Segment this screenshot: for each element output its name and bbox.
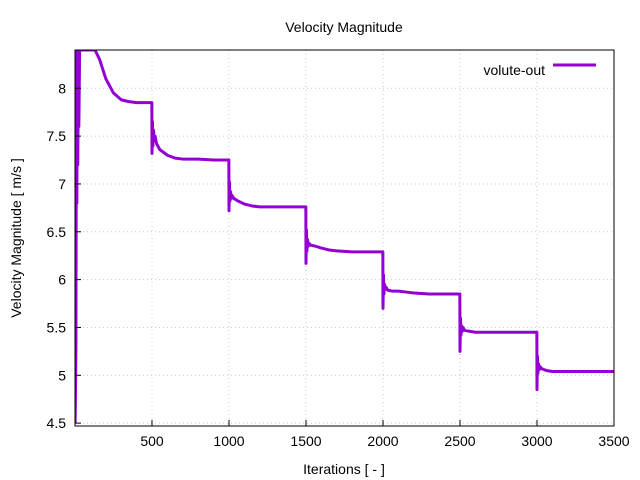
x-tick-label: 3500 (598, 433, 629, 449)
y-tick-label: 5 (58, 367, 66, 383)
x-tick-label: 500 (140, 433, 164, 449)
x-tick-label: 1500 (290, 433, 321, 449)
y-tick-label: 7 (58, 176, 66, 192)
x-tick-label: 3000 (521, 433, 552, 449)
x-tick-label: 2000 (367, 433, 398, 449)
y-tick-label: 6 (58, 272, 66, 288)
series-layer (75, 50, 614, 424)
x-axis-label: Iterations [ - ] (303, 461, 385, 477)
grid (75, 50, 614, 426)
y-tick-label: 8 (58, 80, 66, 96)
y-tick-label: 7.5 (47, 128, 67, 144)
chart-title: Velocity Magnitude (285, 19, 403, 35)
plot-frame (74, 49, 615, 427)
legend-label: volute-out (484, 62, 546, 78)
ticks: 500 1000 1500 2000 2500 3000 3500 4.5 5 5.5 6 6.5 7 7… (47, 80, 630, 449)
x-tick-label: 1000 (213, 433, 244, 449)
x-tick-label: 2500 (444, 433, 475, 449)
y-tick-label: 4.5 (47, 415, 67, 431)
y-axis-label: Velocity Magnitude [ m/s ] (8, 158, 24, 318)
series-line-volute-out (75, 50, 614, 424)
legend: volute-out (484, 62, 596, 78)
y-tick-label: 6.5 (47, 224, 67, 240)
y-tick-label: 5.5 (47, 319, 67, 335)
